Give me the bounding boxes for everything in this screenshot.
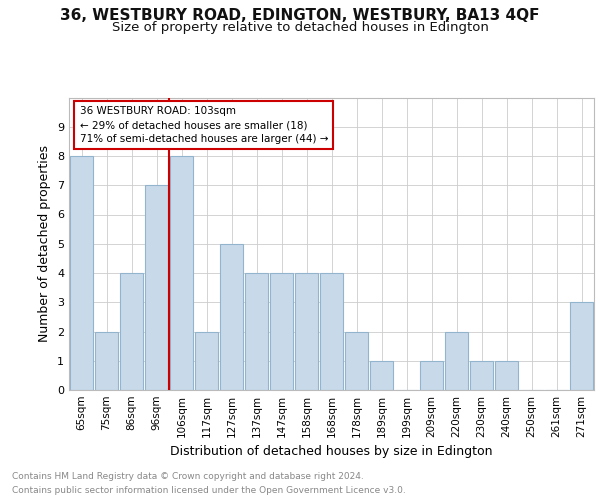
Bar (145, 185, 169, 390)
Text: Contains public sector information licensed under the Open Government Licence v3: Contains public sector information licen… (12, 486, 406, 495)
Bar (295, 273, 319, 390)
Text: Contains HM Land Registry data © Crown copyright and database right 2024.: Contains HM Land Registry data © Crown c… (12, 472, 364, 481)
Bar (494, 361, 518, 390)
Bar (470, 361, 493, 390)
Bar (370, 361, 394, 390)
Bar (70, 156, 94, 390)
Bar (170, 156, 193, 390)
Bar (245, 273, 268, 390)
Bar (269, 273, 293, 390)
Bar (344, 332, 368, 390)
X-axis label: Distribution of detached houses by size in Edington: Distribution of detached houses by size … (170, 446, 493, 458)
Text: 36 WESTBURY ROAD: 103sqm
← 29% of detached houses are smaller (18)
71% of semi-d: 36 WESTBURY ROAD: 103sqm ← 29% of detach… (79, 106, 328, 144)
Bar (119, 273, 143, 390)
Bar (95, 332, 118, 390)
Text: Size of property relative to detached houses in Edington: Size of property relative to detached ho… (112, 21, 488, 34)
Bar (569, 302, 593, 390)
Bar (194, 332, 218, 390)
Text: 36, WESTBURY ROAD, EDINGTON, WESTBURY, BA13 4QF: 36, WESTBURY ROAD, EDINGTON, WESTBURY, B… (60, 8, 540, 24)
Bar (445, 332, 469, 390)
Bar (220, 244, 244, 390)
Bar (419, 361, 443, 390)
Y-axis label: Number of detached properties: Number of detached properties (38, 145, 52, 342)
Bar (320, 273, 343, 390)
